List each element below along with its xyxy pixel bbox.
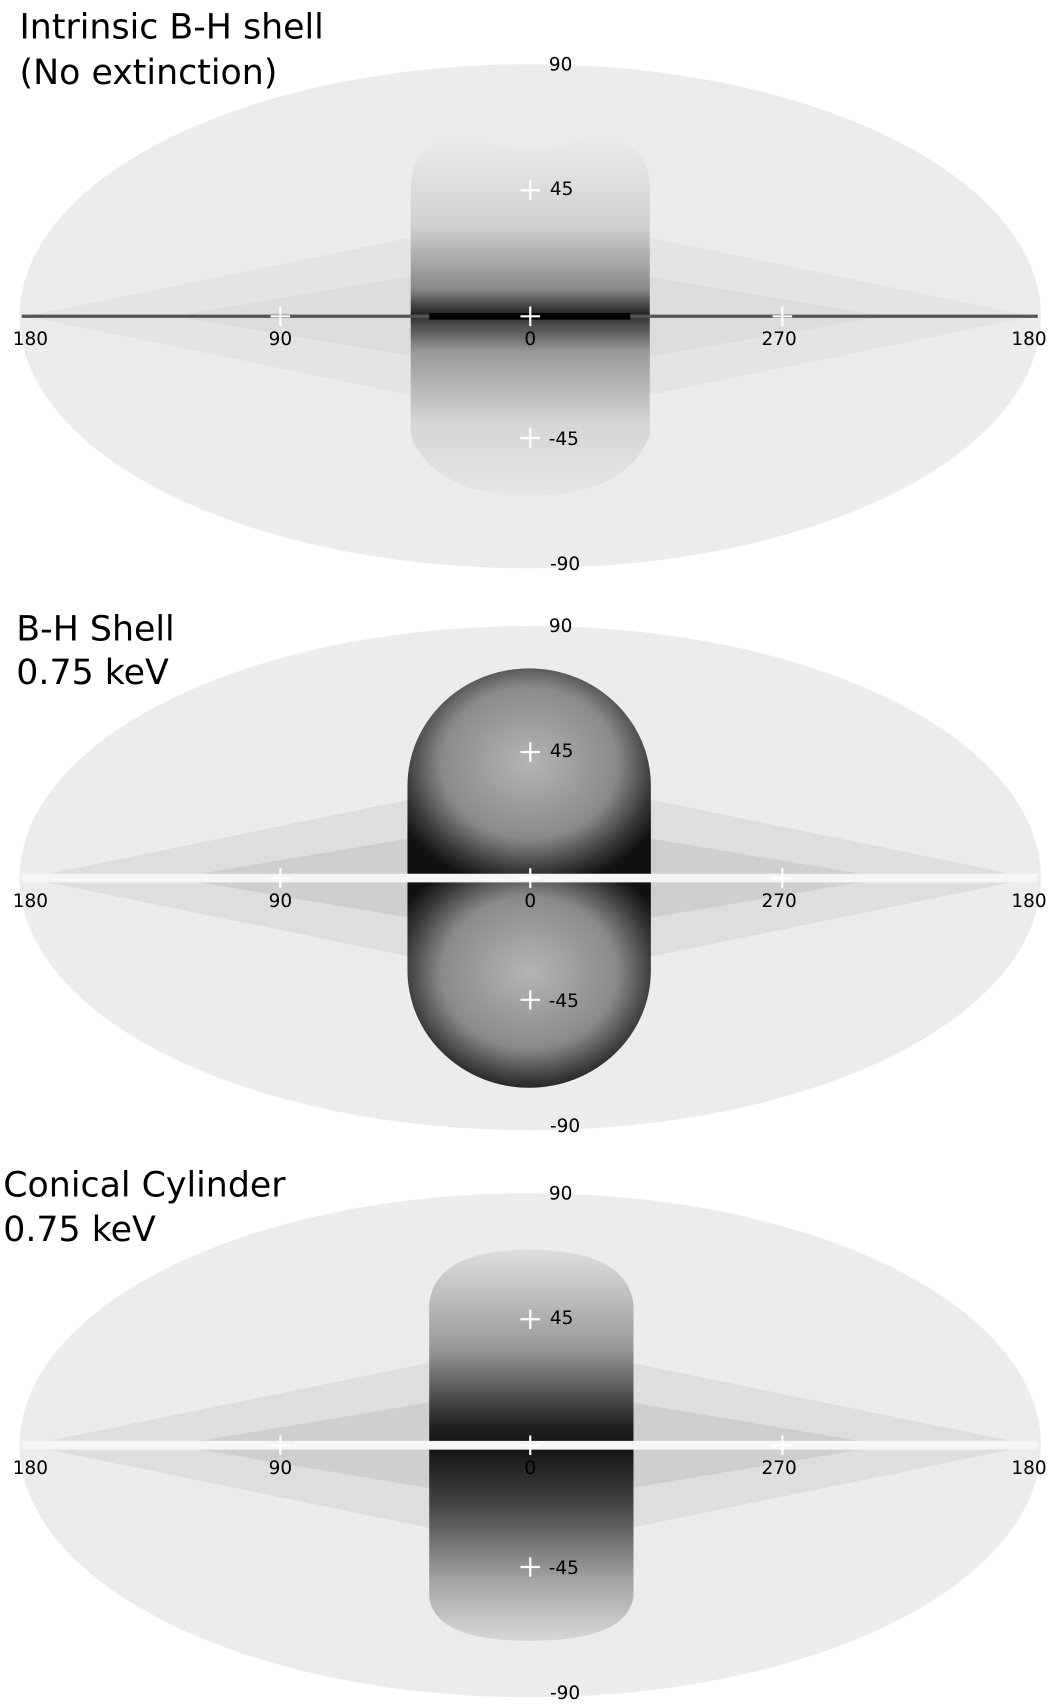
longitude-label: 180 — [1011, 1458, 1046, 1479]
latitude-label: 45 — [550, 741, 574, 762]
longitude-label: 90 — [269, 329, 293, 350]
panel-title: 0.75 keV — [3, 1210, 156, 1250]
shell-top — [411, 137, 650, 316]
latitude-label: -90 — [550, 554, 580, 575]
latitude-label: 0 — [524, 891, 536, 912]
longitude-label: 90 — [269, 891, 293, 912]
longitude-label: 180 — [13, 891, 48, 912]
longitude-label: 270 — [761, 329, 796, 350]
latitude-label: 0 — [524, 1458, 536, 1479]
latitude-label: 0 — [524, 329, 536, 350]
cylinder-top — [429, 1250, 633, 1446]
latitude-label: -45 — [549, 429, 579, 450]
latitude-label: 45 — [550, 1308, 574, 1329]
panel-title: B-H Shell — [16, 609, 174, 649]
longitude-label: 180 — [13, 329, 48, 350]
longitude-label: 270 — [761, 1458, 796, 1479]
panel-title: Intrinsic B-H shell — [20, 7, 324, 47]
latitude-label: 45 — [550, 179, 574, 200]
latitude-label: 90 — [549, 1183, 573, 1204]
longitude-label: 180 — [1011, 329, 1046, 350]
latitude-label: -90 — [550, 1116, 580, 1137]
latitude-label: -45 — [549, 1558, 579, 1579]
panel-title: (No extinction) — [20, 53, 278, 93]
panel-title: Conical Cylinder — [3, 1166, 286, 1206]
panel-title: 0.75 keV — [16, 653, 169, 693]
latitude-label: -90 — [550, 1683, 580, 1704]
longitude-label: 180 — [1011, 891, 1046, 912]
latitude-label: 90 — [549, 54, 573, 75]
latitude-label: -45 — [549, 991, 579, 1012]
longitude-label: 180 — [13, 1458, 48, 1479]
longitude-label: 90 — [269, 1458, 293, 1479]
latitude-label: 90 — [549, 616, 573, 637]
figure: Intrinsic B-H shell (No extinction) 90 45 0 -… — [0, 0, 1054, 1704]
longitude-label: 270 — [761, 891, 796, 912]
